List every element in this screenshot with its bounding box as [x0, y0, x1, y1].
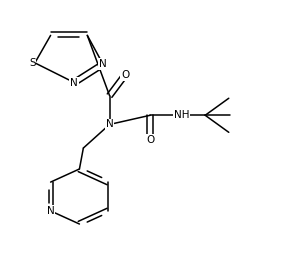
Text: NH: NH	[174, 110, 189, 120]
Text: N: N	[99, 59, 107, 69]
Text: O: O	[146, 135, 154, 145]
Text: N: N	[106, 119, 113, 129]
Text: S: S	[29, 58, 36, 68]
Text: N: N	[47, 206, 54, 216]
Text: N: N	[70, 78, 78, 88]
Text: O: O	[121, 70, 129, 80]
